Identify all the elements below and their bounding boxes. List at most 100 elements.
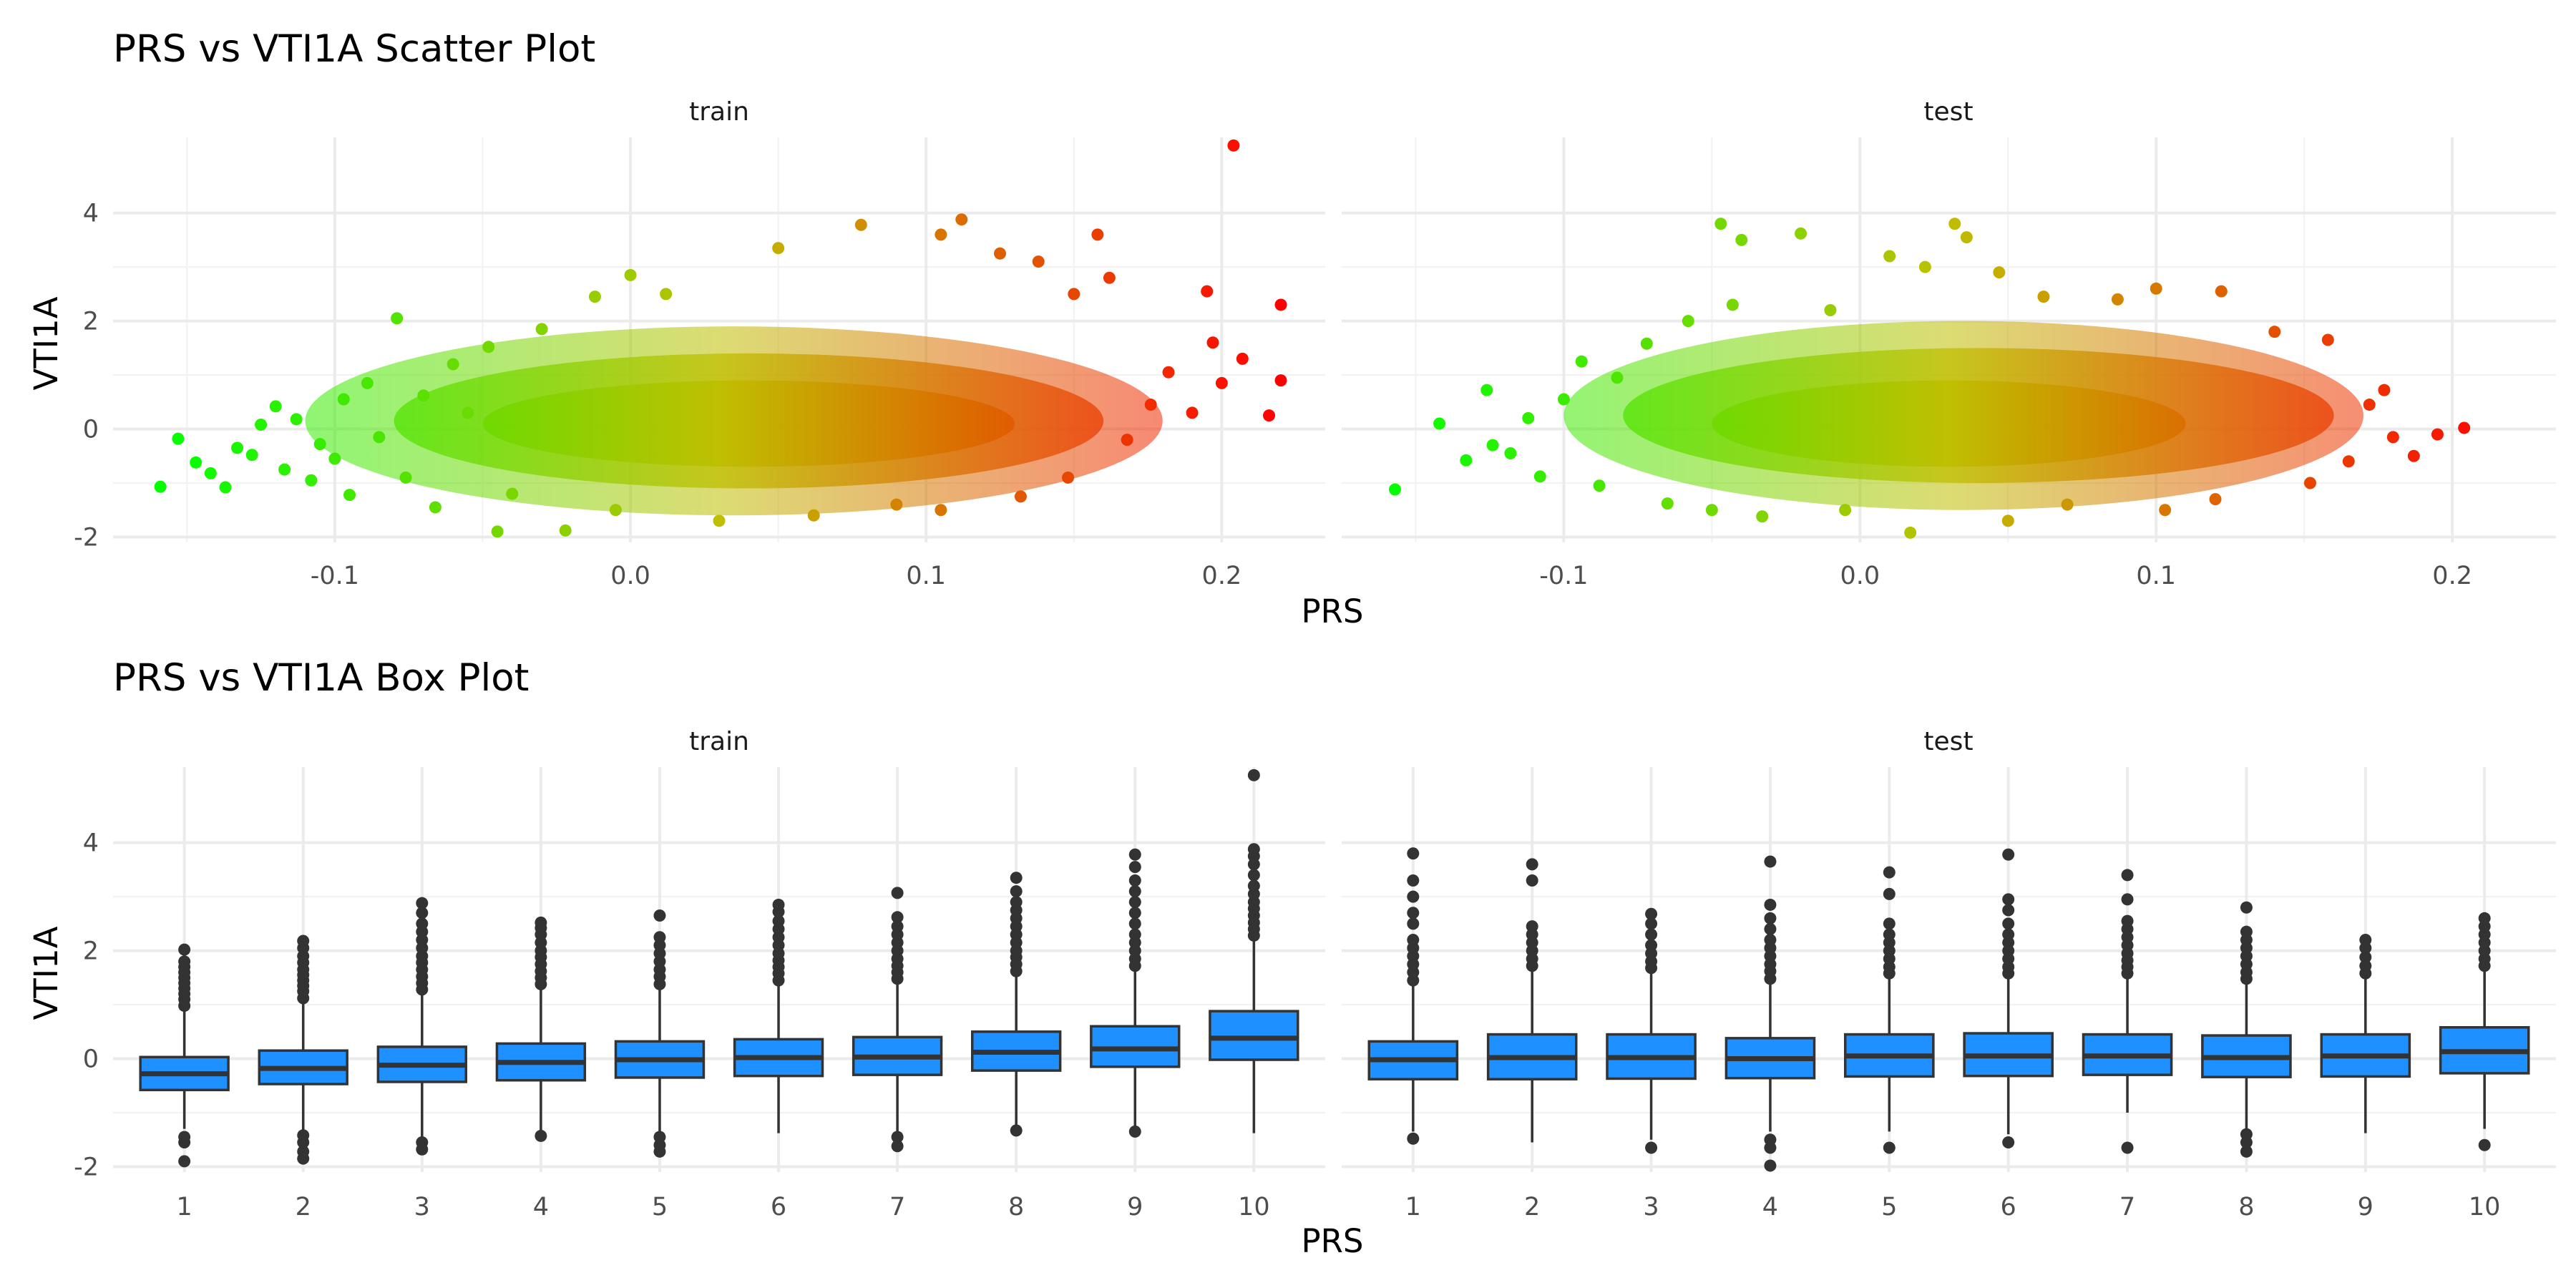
x-tick-label: 4 <box>1762 1193 1778 1221</box>
outlier-point <box>2002 848 2015 861</box>
outlier-point <box>416 917 429 930</box>
x-tick-label: 0.1 <box>906 562 946 590</box>
data-point <box>1611 371 1624 384</box>
outlier-point <box>1883 887 1896 900</box>
outlier-point <box>297 935 310 947</box>
data-point <box>1883 250 1896 263</box>
point-cloud <box>482 380 1015 467</box>
x-axis-label: PRS <box>1302 1222 1364 1260</box>
box-panel-train: 1 2 3 4 5 6 7 8 9 10 -2 0 2 4 <box>74 767 1325 1221</box>
outlier-point <box>1883 866 1896 879</box>
data-point <box>1735 233 1748 246</box>
data-point <box>269 400 282 413</box>
data-point <box>1227 139 1240 152</box>
x-tick-label: 2 <box>296 1193 311 1221</box>
data-point <box>255 418 268 431</box>
data-point <box>2111 293 2124 306</box>
data-point <box>429 501 441 514</box>
data-point <box>447 358 459 371</box>
panel-strip-label: test <box>1923 97 1973 127</box>
data-point <box>1480 384 1493 396</box>
outlier-point <box>1128 1125 1141 1138</box>
outlier-point <box>178 955 191 968</box>
outlier-point <box>1764 855 1777 868</box>
outlier-point <box>2359 951 2372 964</box>
outlier-point <box>1526 874 1538 887</box>
outlier-point <box>891 1131 904 1143</box>
data-point <box>1918 260 1931 273</box>
data-point <box>2037 291 2050 303</box>
data-point <box>1433 417 1446 430</box>
outlier-point <box>891 920 904 933</box>
data-point <box>482 341 495 353</box>
x-tick-label: 0.2 <box>2432 562 2472 590</box>
x-tick-label: 5 <box>1881 1193 1897 1221</box>
outlier-point <box>653 931 666 944</box>
outlier-point <box>1010 872 1023 884</box>
outlier-point <box>2002 893 2015 906</box>
data-point <box>313 438 326 451</box>
data-point <box>1661 497 1674 510</box>
x-tick-label: 8 <box>2238 1193 2254 1221</box>
x-tick-label: 2 <box>1524 1193 1540 1221</box>
data-point <box>172 432 185 445</box>
data-point <box>373 431 386 444</box>
outlier-point <box>1764 1159 1777 1172</box>
box <box>1209 1010 1299 1061</box>
outlier-point <box>1883 928 1896 941</box>
data-point <box>2303 477 2316 489</box>
data-point <box>2386 431 2399 444</box>
data-point <box>2215 285 2228 298</box>
data-point <box>772 242 785 255</box>
outlier-point <box>1128 861 1141 874</box>
y-tick-label: -2 <box>74 523 99 552</box>
y-tick-label: -2 <box>74 1153 99 1181</box>
data-point <box>1103 271 1116 284</box>
data-point <box>1682 315 1694 328</box>
data-point <box>1726 298 1739 311</box>
x-tick-label: 0.0 <box>1840 562 1880 590</box>
outlier-point <box>535 916 547 929</box>
outlier-point <box>1645 917 1658 930</box>
outlier-point <box>653 909 666 922</box>
outlier-point <box>2359 933 2372 946</box>
chart-title: PRS vs VTI1A Box Plot <box>113 656 529 700</box>
outlier-point <box>891 911 904 924</box>
data-point <box>1068 288 1080 301</box>
x-tick-label: 9 <box>2358 1193 2373 1221</box>
outlier-point <box>1407 933 1420 946</box>
data-point <box>399 471 412 484</box>
chart-title: PRS vs VTI1A Scatter Plot <box>113 27 595 71</box>
data-point <box>1705 504 1718 517</box>
outlier-point <box>1407 890 1420 903</box>
outlier-point <box>2359 960 2372 972</box>
x-tick-label: 1 <box>1405 1193 1421 1221</box>
outlier-point <box>178 1155 191 1168</box>
outlier-point <box>2121 1141 2134 1154</box>
x-tick-label: -0.1 <box>1539 562 1588 590</box>
outlier-point <box>2478 1138 2491 1151</box>
outlier-point <box>535 1129 547 1142</box>
outlier-point <box>1128 885 1141 898</box>
outlier-point <box>772 914 785 927</box>
data-point <box>2209 493 2222 506</box>
outlier-point <box>772 898 785 911</box>
data-point <box>278 463 291 476</box>
outlier-point <box>2121 869 2134 882</box>
data-point <box>660 288 673 301</box>
x-tick-label: 4 <box>533 1193 549 1221</box>
data-point <box>1274 374 1287 387</box>
x-tick-label: 0.1 <box>2136 562 2176 590</box>
data-point <box>2407 449 2420 462</box>
x-tick-label: 1 <box>177 1193 192 1221</box>
scatter-panel-train: -0.1 0.0 0.1 0.2 -2 0 2 4 <box>74 137 1325 590</box>
outlier-point <box>1645 939 1658 952</box>
data-point <box>2431 428 2444 441</box>
x-tick-label: -0.1 <box>311 562 359 590</box>
data-point <box>559 524 572 537</box>
outlier-point <box>653 1145 666 1158</box>
data-point <box>2363 399 2376 411</box>
outlier-point <box>1407 874 1420 887</box>
x-tick-label: 6 <box>2001 1193 2016 1221</box>
